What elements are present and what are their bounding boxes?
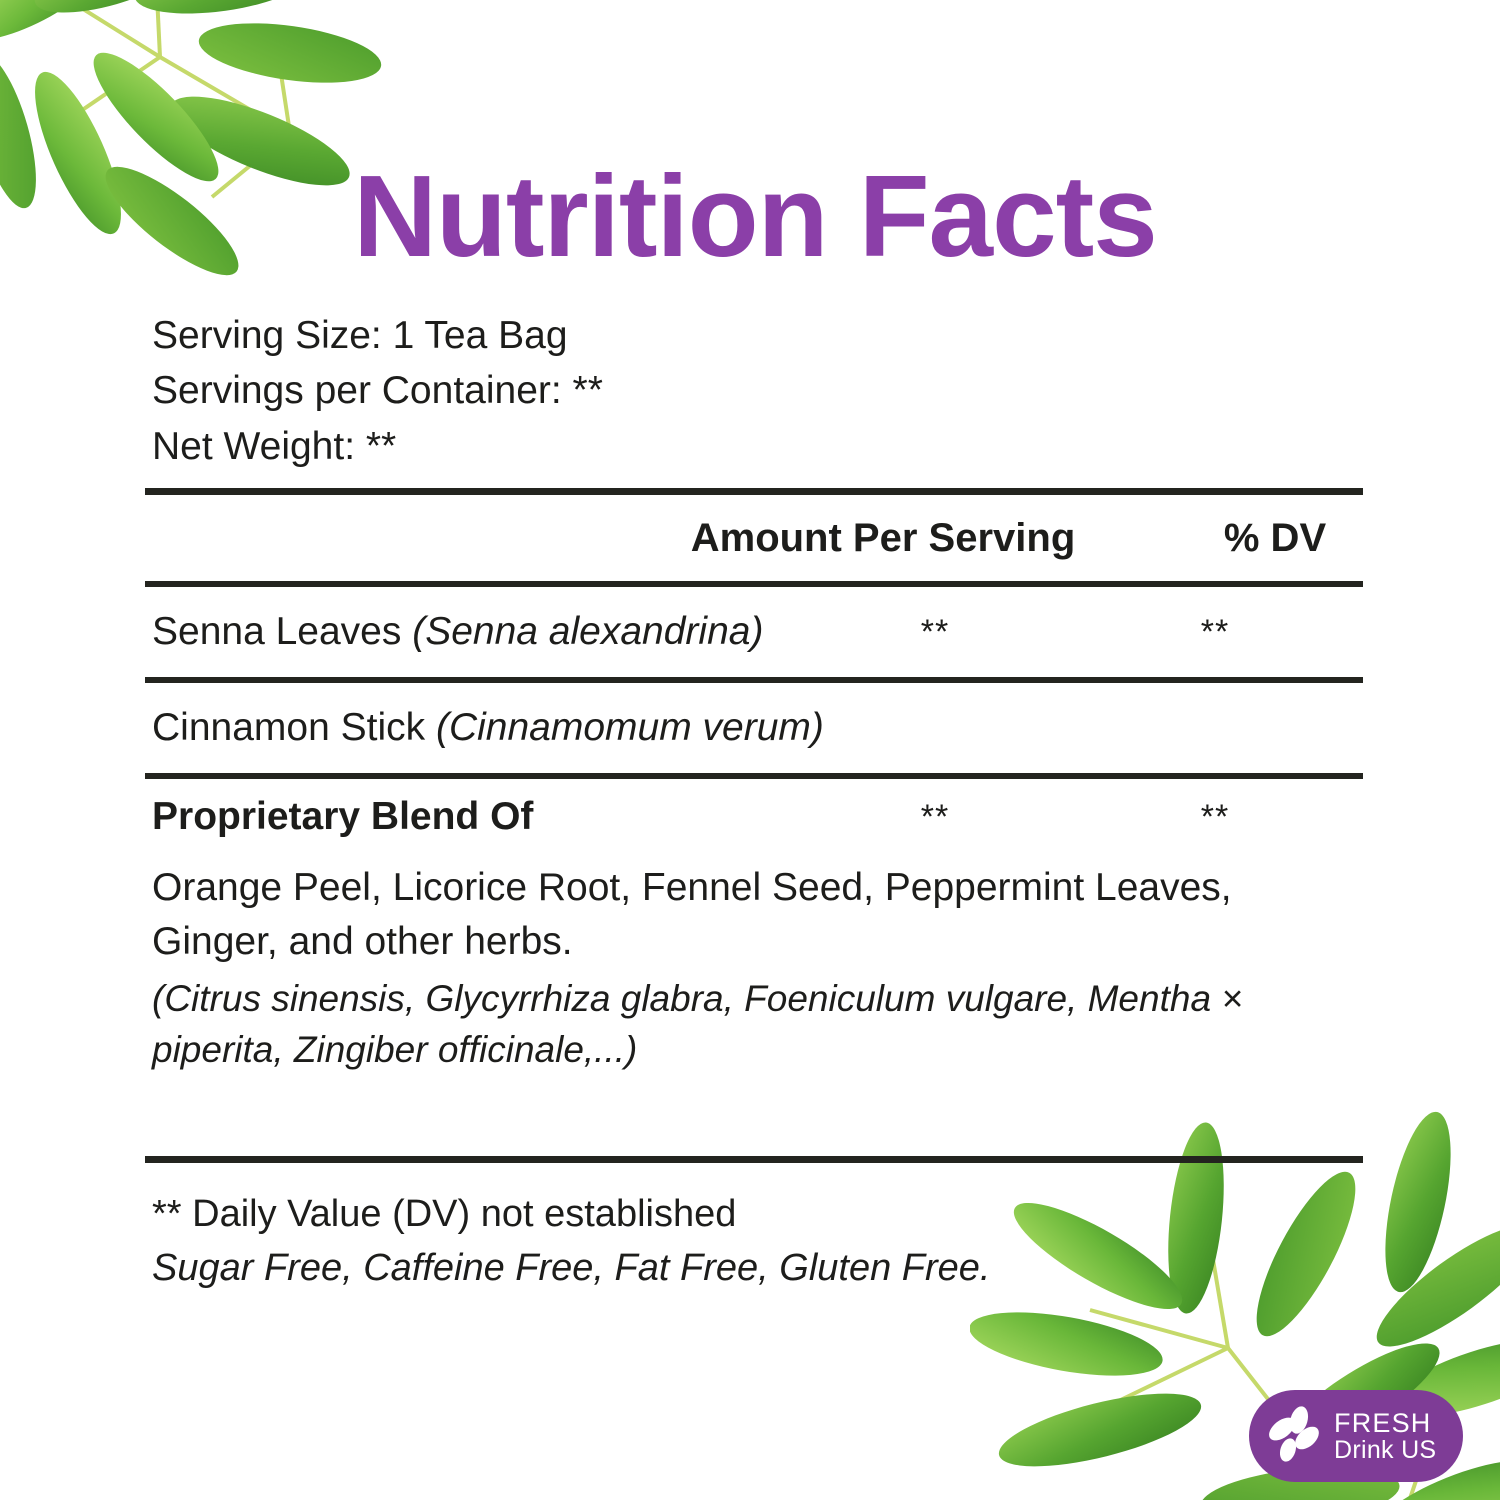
ingredient-scientific-name: (Senna alexandrina) — [412, 610, 764, 653]
table-rule-top — [145, 488, 1363, 495]
brand-name-top: FRESH — [1334, 1407, 1432, 1438]
proprietary-blend-details: Orange Peel, Licorice Root, Fennel Seed,… — [145, 855, 1363, 1103]
product-claims: Sugar Free, Caffeine Free, Fat Free, Glu… — [152, 1246, 991, 1289]
net-weight: Net Weight: ** — [152, 424, 397, 468]
proprietary-blend-amount: ** — [920, 797, 950, 836]
leaf-petals-icon — [1269, 1406, 1319, 1462]
proprietary-blend-row: Proprietary Blend Of ** ** — [145, 779, 1363, 855]
serving-info: Serving Size: 1 Tea Bag Servings per Con… — [152, 308, 603, 474]
table-header-row: Amount Per Serving % DV — [145, 495, 1363, 581]
table-rule-above-blend — [145, 773, 1363, 779]
table-rule-under-header — [145, 581, 1363, 587]
nutrition-table: Amount Per Serving % DV Senna Leaves (Se… — [145, 488, 1363, 1103]
ingredient-name: Senna Leaves — [152, 610, 413, 653]
table-rule-between-rows — [145, 677, 1363, 683]
ingredient-name: Cinnamon Stick — [152, 706, 436, 749]
brand-text: FRESH Drink US — [1334, 1409, 1436, 1463]
proprietary-blend-label: Proprietary Blend Of — [152, 795, 534, 838]
brand-badge[interactable]: FRESH Drink US — [1249, 1390, 1463, 1482]
proprietary-blend-latin-names: (Citrus sinensis, Glycyrrhiza glabra, Fo… — [152, 977, 1243, 1070]
column-header-amount: Amount Per Serving — [690, 515, 1076, 560]
ingredient-dv: ** — [1200, 612, 1230, 651]
footer-notes: ** Daily Value (DV) not established Suga… — [152, 1188, 990, 1296]
table-row: Cinnamon Stick (Cinnamomum verum) — [145, 683, 1363, 773]
column-header-dv: % DV — [1223, 515, 1327, 560]
table-rule-bottom — [145, 1156, 1363, 1163]
servings-per-container: Servings per Container: ** — [152, 369, 603, 413]
daily-value-note: ** Daily Value (DV) not established — [152, 1193, 737, 1235]
page-title: Nutrition Facts — [353, 151, 1157, 281]
proprietary-blend-description: Orange Peel, Licorice Root, Fennel Seed,… — [152, 866, 1232, 963]
serving-size: Serving Size: 1 Tea Bag — [152, 314, 568, 357]
ingredient-senna: Senna Leaves (Senna alexandrina) — [145, 610, 763, 654]
table-row: Senna Leaves (Senna alexandrina) ** ** — [145, 587, 1363, 677]
ingredient-cinnamon: Cinnamon Stick (Cinnamomum verum) — [145, 706, 824, 750]
ingredient-scientific-name: (Cinnamomum verum) — [435, 706, 824, 749]
ingredient-amount: ** — [920, 612, 950, 651]
brand-name-bottom: Drink US — [1334, 1436, 1437, 1465]
proprietary-blend-dv: ** — [1200, 797, 1230, 836]
